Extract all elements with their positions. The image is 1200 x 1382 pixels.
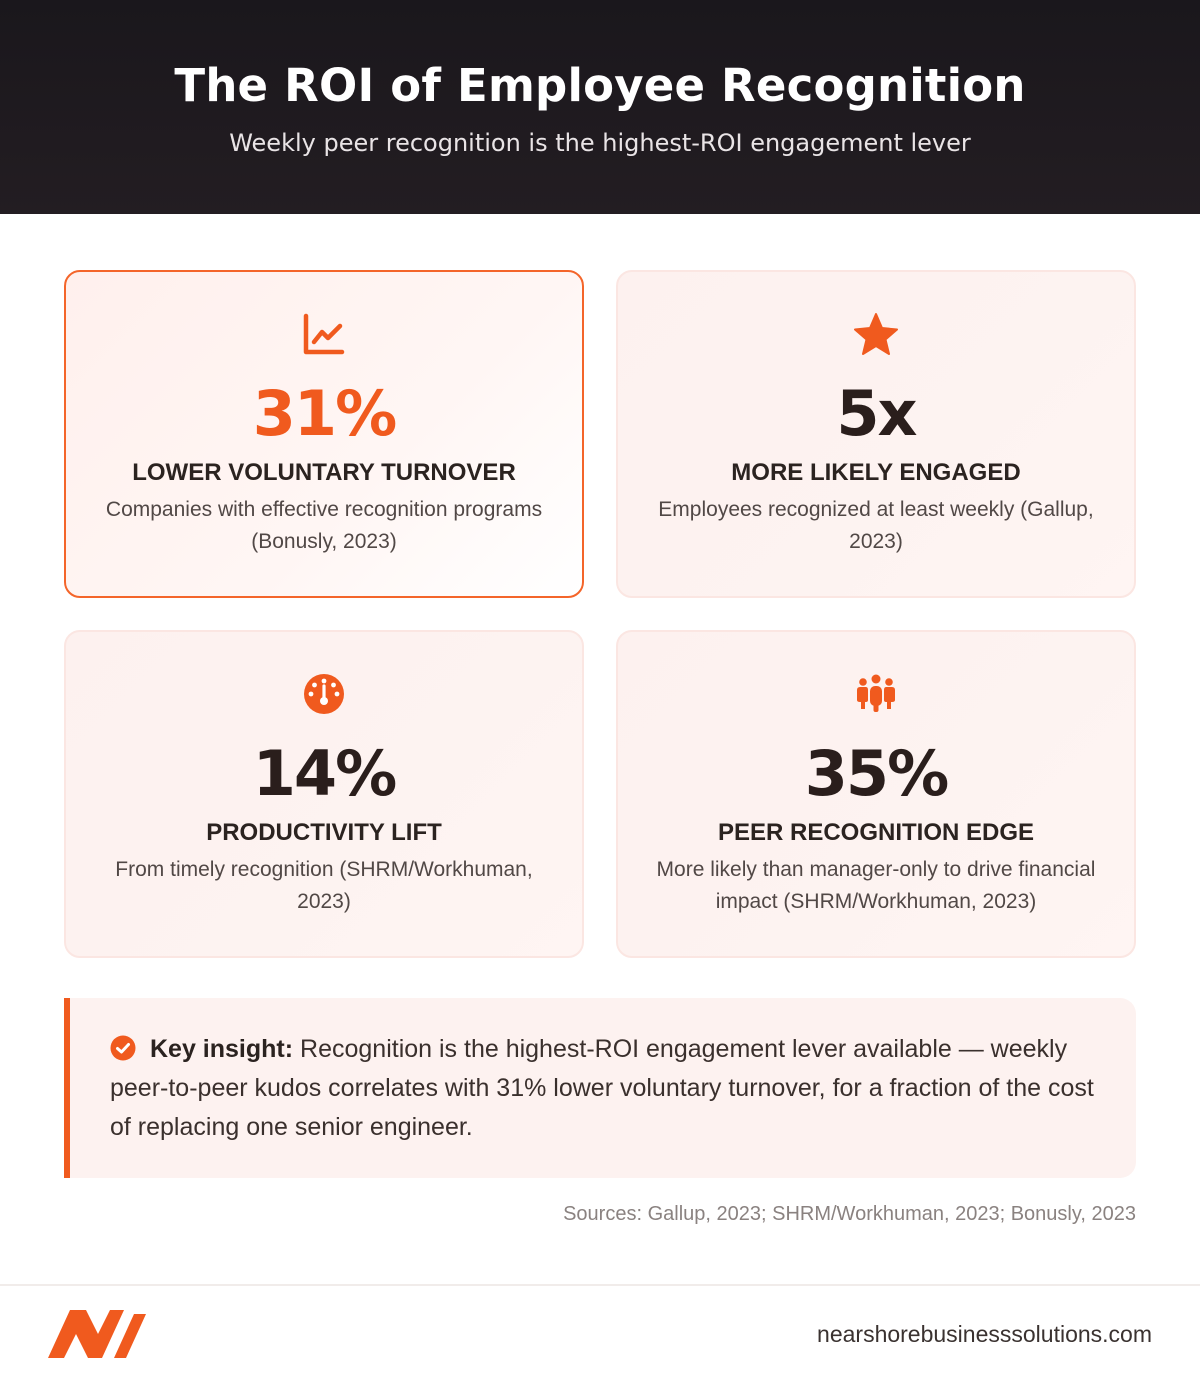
footer-divider xyxy=(0,1284,1200,1286)
brand-logo-icon xyxy=(48,1310,146,1358)
header-banner: The ROI of Employee Recognition Weekly p… xyxy=(0,0,1200,214)
stat-card-engaged: 5x MORE LIKELY ENGAGED Employees recogni… xyxy=(616,270,1136,598)
footer-domain: nearshorebusinesssolutions.com xyxy=(817,1321,1152,1347)
insight-lead: Key insight: xyxy=(150,1035,294,1063)
insight-text-block: Key insight: Recognition is the highest-… xyxy=(110,1030,1096,1147)
stat-value: 31% xyxy=(252,377,397,450)
stat-description: More likely than manager-only to drive f… xyxy=(656,858,1096,913)
key-insight-callout: Key insight: Recognition is the highest-… xyxy=(64,998,1136,1178)
stat-value: 14% xyxy=(252,737,397,810)
page-subtitle: Weekly peer recognition is the highest-R… xyxy=(229,129,971,157)
gauge-icon xyxy=(66,672,582,716)
stat-card-turnover: 31% LOWER VOLUNTARY TURNOVER Companies w… xyxy=(64,270,584,598)
stat-card-peer-recognition: 35% PEER RECOGNITION EDGE More likely th… xyxy=(616,630,1136,958)
stat-label: LOWER VOLUNTARY TURNOVER xyxy=(132,459,516,486)
sources-note: Sources: Gallup, 2023; SHRM/Workhuman, 2… xyxy=(563,1203,1136,1225)
star-icon xyxy=(618,312,1134,356)
line-chart-icon xyxy=(66,312,582,356)
stat-value: 35% xyxy=(804,737,949,810)
people-group-icon xyxy=(618,672,1134,716)
stat-label: PRODUCTIVITY LIFT xyxy=(206,819,442,846)
stat-description: Employees recognized at least weekly (Ga… xyxy=(658,498,1094,553)
stat-label: MORE LIKELY ENGAGED xyxy=(731,459,1021,486)
stat-label: PEER RECOGNITION EDGE xyxy=(717,819,1035,846)
stat-value: 5x xyxy=(836,377,917,450)
stat-card-productivity: 14% PRODUCTIVITY LIFT From timely recogn… xyxy=(64,630,584,958)
stat-description: From timely recognition (SHRM/Workhuman,… xyxy=(115,858,533,913)
check-circle-icon xyxy=(110,1035,136,1061)
page-title: The ROI of Employee Recognition xyxy=(174,59,1026,112)
insight-body: Recognition is the highest-ROI engagemen… xyxy=(110,1035,1094,1141)
stat-description: Companies with effective recognition pro… xyxy=(105,498,543,553)
